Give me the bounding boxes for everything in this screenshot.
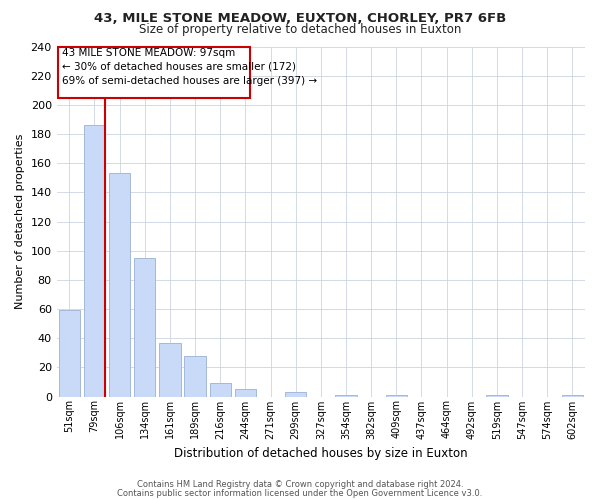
Bar (562, 395, 583, 396)
Bar (84, 126, 105, 396)
X-axis label: Distribution of detached houses by size in Euxton: Distribution of detached houses by size … (174, 447, 467, 460)
Y-axis label: Number of detached properties: Number of detached properties (15, 134, 25, 309)
Text: Size of property relative to detached houses in Euxton: Size of property relative to detached ho… (139, 22, 461, 36)
Bar (59, 310, 80, 396)
Bar (134, 258, 155, 396)
Bar (335, 395, 356, 396)
Bar (386, 395, 407, 396)
Text: 43, MILE STONE MEADOW, EUXTON, CHORLEY, PR7 6FB: 43, MILE STONE MEADOW, EUXTON, CHORLEY, … (94, 12, 506, 26)
Text: 43 MILE STONE MEADOW: 97sqm
← 30% of detached houses are smaller (172)
69% of se: 43 MILE STONE MEADOW: 97sqm ← 30% of det… (62, 48, 317, 86)
Bar (486, 395, 508, 396)
Bar (209, 384, 231, 396)
Bar (109, 174, 130, 396)
Bar (285, 392, 307, 396)
FancyBboxPatch shape (58, 46, 250, 98)
Bar (159, 342, 181, 396)
Text: Contains HM Land Registry data © Crown copyright and database right 2024.: Contains HM Land Registry data © Crown c… (137, 480, 463, 489)
Bar (184, 356, 206, 397)
Bar (235, 389, 256, 396)
Text: Contains public sector information licensed under the Open Government Licence v3: Contains public sector information licen… (118, 488, 482, 498)
